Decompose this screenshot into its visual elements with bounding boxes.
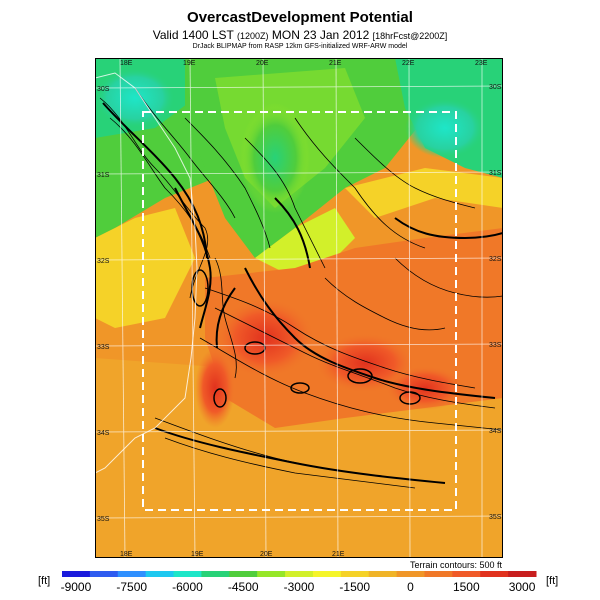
colorbar-swatch bbox=[117, 571, 147, 577]
lat-label-right-5: 34S bbox=[489, 428, 502, 435]
colorbar-swatch bbox=[508, 571, 537, 577]
lat-label-left-3: 32S bbox=[97, 258, 110, 265]
colorbar-swatches bbox=[62, 571, 537, 577]
lat-label-right-4: 33S bbox=[489, 342, 502, 349]
map-frame bbox=[95, 58, 503, 558]
colorbar-swatch bbox=[340, 571, 370, 577]
lon-label-bottom-3: 20E bbox=[260, 551, 273, 558]
lon-label-top-3: 20E bbox=[256, 60, 269, 67]
lat-label-left-5: 34S bbox=[97, 430, 110, 437]
colorbar-unit-right: [ft] bbox=[546, 575, 559, 587]
lon-label-top-1: 18E bbox=[120, 60, 133, 67]
colorbar-unit-left: [ft] bbox=[38, 575, 51, 587]
model-credit: DrJack BLIPMAP from RASP 12km GFS-initia… bbox=[192, 43, 408, 50]
major-terrain-contours bbox=[102, 102, 503, 484]
lat-label-right-3: 32S bbox=[489, 256, 502, 263]
map-title: OvercastDevelopment Potential bbox=[187, 9, 413, 26]
colorbar-tick-label: 3000 bbox=[509, 580, 536, 594]
lon-label-top-4: 21E bbox=[329, 60, 342, 67]
inner-domain-box bbox=[142, 111, 457, 511]
colorbar-tick-label: -4500 bbox=[228, 580, 259, 594]
colorbar-swatch bbox=[173, 571, 202, 577]
lat-label-right-1: 30S bbox=[489, 84, 502, 91]
cyan-patch-west bbox=[95, 68, 175, 128]
terrain-contour-note: Terrain contours: 500 ft bbox=[409, 560, 502, 570]
valid-time: Valid 1400 LST (1200Z) MON 23 Jan 2012 [… bbox=[0, 28, 600, 42]
graticule bbox=[95, 58, 503, 558]
lon-label-top-5: 22E bbox=[402, 60, 415, 67]
colorbar-tick-label: 1500 bbox=[453, 580, 480, 594]
colorbar-swatch bbox=[396, 571, 425, 577]
green-core bbox=[240, 103, 310, 213]
forecast-info: [18hrFcst@2200Z] bbox=[372, 31, 448, 41]
north-yellow-band bbox=[345, 168, 503, 218]
valid-utc: (1200Z) bbox=[237, 31, 269, 41]
coastline bbox=[95, 72, 198, 474]
lat-label-left-6: 35S bbox=[97, 516, 110, 523]
lat-label-right-2: 31S bbox=[489, 170, 502, 177]
colorbar-tick-label: -3000 bbox=[284, 580, 315, 594]
colorbar-swatch bbox=[424, 571, 453, 577]
colorbar-swatch bbox=[89, 571, 119, 577]
hot-spot-southwest bbox=[195, 348, 235, 428]
colorbar-swatch bbox=[312, 571, 342, 577]
colorbar-swatch bbox=[480, 571, 509, 577]
valid-date: MON 23 Jan 2012 bbox=[271, 28, 370, 42]
lat-label-left-1: 30S bbox=[97, 86, 110, 93]
colorbar-tick-label: -1500 bbox=[339, 580, 370, 594]
lon-label-bottom-2: 19E bbox=[191, 551, 204, 558]
west-yellow-region bbox=[95, 208, 195, 328]
lon-label-top-6: 23E bbox=[475, 60, 488, 67]
lon-label-bottom-4: 21E bbox=[332, 551, 345, 558]
lon-label-bottom-1: 18E bbox=[120, 551, 133, 558]
colorbar-tick-label: 0 bbox=[407, 580, 414, 594]
cyan-patch-east bbox=[405, 98, 485, 158]
colorbar-tick-label: -7500 bbox=[116, 580, 147, 594]
lon-label-top-2: 19E bbox=[183, 60, 196, 67]
colorbar-tick-label: -6000 bbox=[172, 580, 203, 594]
colorbar-swatch bbox=[145, 571, 175, 577]
colorbar-swatch bbox=[62, 571, 91, 577]
forecast-map: 18E 19E 20E 21E 22E 23E 18E 19E 20E 21E … bbox=[95, 58, 503, 558]
colorbar-labels: -9000 -7500 -6000 -4500 -3000 -1500 0 1500 3000 bbox=[61, 580, 536, 594]
lat-label-right-6: 35S bbox=[489, 514, 502, 521]
colorbar-swatch bbox=[368, 571, 398, 577]
valid-main: Valid 1400 LST bbox=[152, 28, 234, 42]
colorbar-swatch bbox=[452, 571, 481, 577]
colorbar-swatch bbox=[201, 571, 230, 577]
colorbar-swatch bbox=[229, 571, 258, 577]
hot-spot-east bbox=[385, 366, 465, 410]
lat-label-left-2: 31S bbox=[97, 172, 110, 179]
lat-label-left-4: 33S bbox=[97, 344, 110, 351]
colorbar: -9000 -7500 -6000 -4500 -3000 -1500 0 1500 3000 bbox=[61, 571, 537, 594]
colorbar-swatch bbox=[285, 571, 314, 577]
colorbar-tick-label: -9000 bbox=[61, 580, 92, 594]
colorbar-swatch bbox=[257, 571, 286, 577]
